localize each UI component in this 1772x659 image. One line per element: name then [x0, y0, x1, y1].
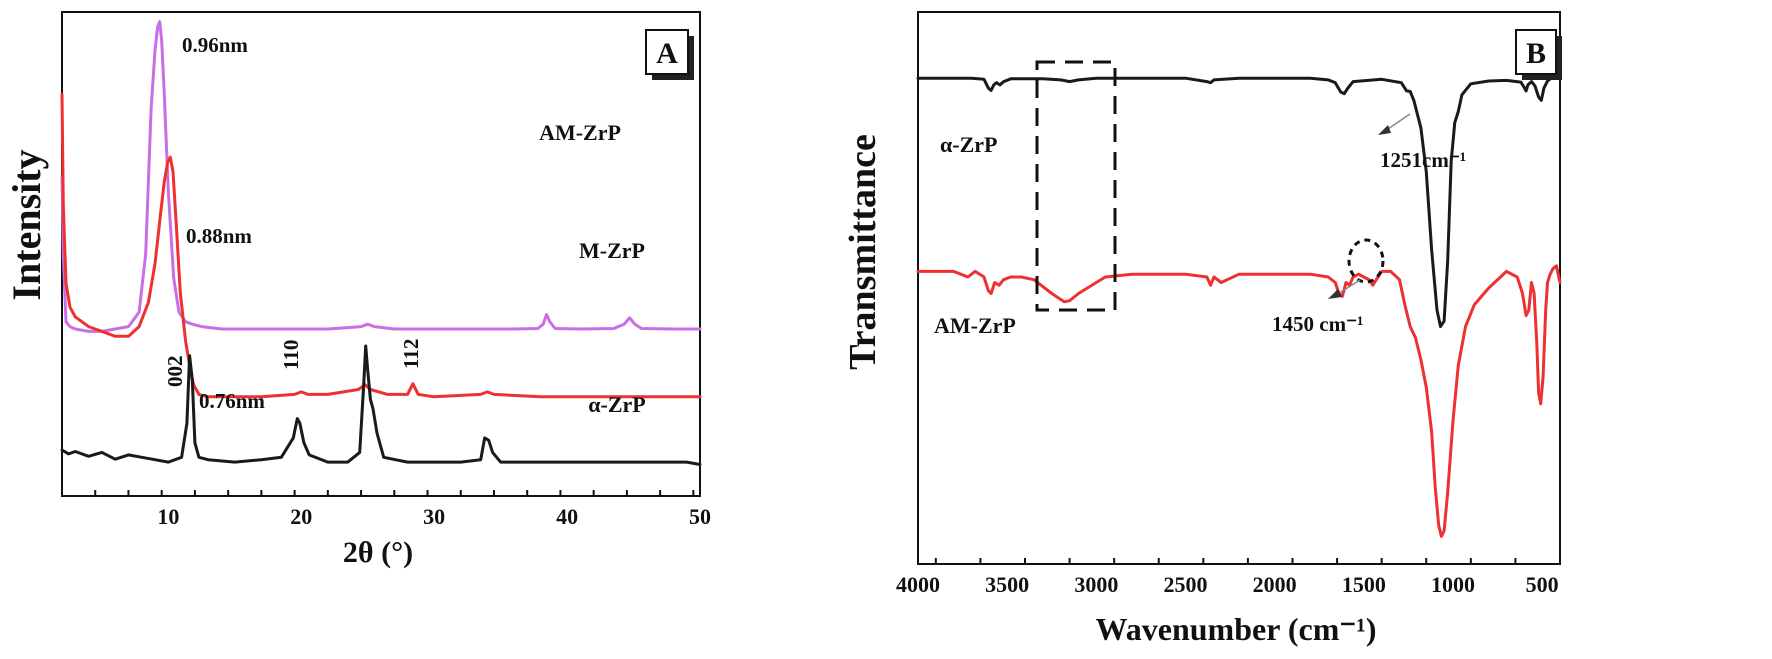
panel-b-x-tick-label-1000: 1000 — [1431, 572, 1475, 597]
panel-b-letter-box: B — [1515, 29, 1562, 80]
panel-b-x-tick-label-2000: 2000 — [1253, 572, 1297, 597]
panel-b-x-tick-label-3500: 3500 — [985, 572, 1029, 597]
panel-a-x-tick-label-30: 30 — [423, 504, 445, 529]
miller-index-112: 112 — [399, 339, 423, 369]
panel-a-x-tick-label-50: 50 — [689, 504, 711, 529]
panel-a-x-axis-label: 2θ (°) — [343, 536, 413, 569]
series-label-m-zrp-a: M-ZrP — [579, 238, 645, 263]
series-label-alpha-zrp-a: α-ZrP — [588, 392, 645, 417]
arrow-1450 — [1328, 279, 1361, 299]
annotation-1251: 1251cm⁻¹ — [1380, 148, 1466, 172]
annotation-076nm: 0.76nm — [199, 389, 265, 413]
panel-a-series — [60, 20, 702, 466]
panel-a-series-line-m-zrp — [60, 92, 702, 399]
panel-b-plot-frame — [917, 11, 1561, 565]
series-label-am-zrp-b: AM-ZrP — [934, 313, 1016, 338]
annotation-088nm: 0.88nm — [186, 224, 252, 248]
panel-a-series-line-am-zrp — [60, 20, 702, 333]
panel-b-x-tick-label-2500: 2500 — [1164, 572, 1208, 597]
panel-b-x-axis-label: Wavenumber (cm⁻¹) — [1096, 611, 1377, 647]
panel-a-x-ticks: 10 20 30 40 50 — [61, 490, 711, 529]
panel-b-series-line-alpha-zrp — [916, 74, 1562, 329]
panel-b-x-tick-label-1500: 1500 — [1342, 572, 1386, 597]
panel-b-series-line-am-zrp — [916, 264, 1562, 538]
panel-a-letter: A — [656, 37, 678, 70]
dashed-highlight-ellipse — [1347, 238, 1385, 284]
panel-a-series-line-alpha-zrp — [60, 344, 702, 466]
panel-a-x-tick-label-20: 20 — [290, 504, 312, 529]
panel-b-x-ticks: 4000 3500 3000 2500 2000 1500 1000 500 — [896, 558, 1561, 597]
panel-b-y-axis-label: Transmittance — [842, 134, 884, 370]
panel-b-letter: B — [1526, 37, 1546, 70]
miller-index-110: 110 — [279, 340, 303, 370]
panel-b-series — [916, 74, 1562, 538]
panel-a-y-axis-label: Intensity — [4, 149, 49, 300]
panel-a-letter-box: A — [645, 29, 694, 80]
series-label-alpha-zrp-b: α-ZrP — [940, 132, 997, 157]
panel-a: 10 20 30 40 50 Intensity 2θ (°) 0.96nm 0.88n… — [4, 11, 711, 569]
arrow-1251 — [1378, 113, 1411, 135]
miller-index-002: 002 — [163, 356, 187, 388]
annotation-096nm: 0.96nm — [182, 33, 248, 57]
panel-a-x-tick-label-10: 10 — [157, 504, 179, 529]
panel-b: 4000 3500 3000 2500 2000 1500 1000 500 Transmit… — [842, 11, 1562, 647]
panel-b-x-tick-label-3000: 3000 — [1074, 572, 1118, 597]
panel-b-x-tick-label-500: 500 — [1526, 572, 1559, 597]
panel-b-x-tick-label-4000: 4000 — [896, 572, 940, 597]
panel-a-x-tick-label-40: 40 — [556, 504, 578, 529]
series-label-am-zrp-a: AM-ZrP — [539, 120, 621, 145]
annotation-1450: 1450 cm⁻¹ — [1272, 312, 1363, 336]
dashed-highlight-box — [1035, 60, 1117, 312]
